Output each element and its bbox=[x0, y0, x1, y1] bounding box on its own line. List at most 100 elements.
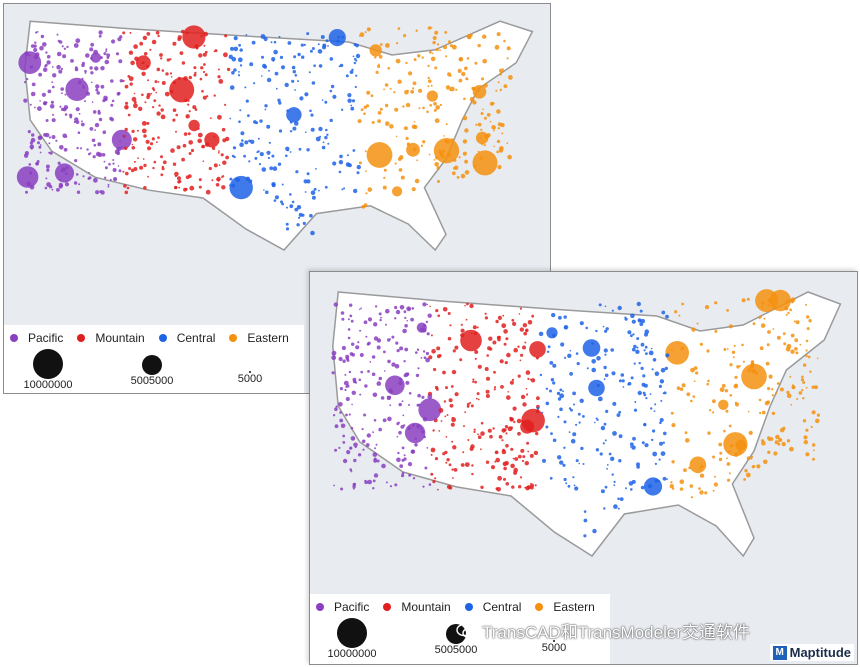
population-point bbox=[182, 25, 206, 49]
population-point bbox=[320, 35, 325, 39]
population-point bbox=[64, 93, 67, 96]
population-point bbox=[216, 178, 219, 181]
legend-label: Pacific bbox=[28, 331, 64, 345]
population-point bbox=[545, 401, 550, 406]
population-point bbox=[353, 442, 358, 448]
population-point bbox=[645, 352, 648, 355]
legend-back: Pacific Mountain Central Eastern 1000000… bbox=[4, 325, 304, 393]
population-point bbox=[671, 423, 676, 428]
population-point bbox=[330, 84, 335, 89]
population-point bbox=[144, 101, 147, 104]
population-point bbox=[505, 432, 508, 435]
population-point bbox=[84, 69, 87, 73]
population-point bbox=[153, 99, 157, 102]
population-point bbox=[221, 127, 226, 132]
population-point bbox=[427, 85, 430, 88]
population-point bbox=[394, 483, 398, 487]
population-point bbox=[38, 72, 42, 77]
population-point bbox=[40, 34, 45, 39]
population-point bbox=[141, 71, 146, 77]
population-point bbox=[84, 100, 86, 103]
population-point bbox=[356, 164, 361, 170]
population-point bbox=[460, 329, 482, 352]
population-point bbox=[451, 417, 456, 423]
population-point bbox=[679, 487, 684, 491]
population-point bbox=[357, 453, 362, 457]
population-point bbox=[463, 97, 466, 101]
population-point bbox=[427, 313, 432, 318]
population-point bbox=[229, 117, 232, 120]
population-point bbox=[52, 85, 55, 89]
population-point bbox=[638, 319, 641, 322]
population-point bbox=[384, 83, 389, 87]
population-point bbox=[225, 155, 230, 160]
population-point bbox=[169, 77, 195, 103]
population-point bbox=[322, 45, 326, 50]
population-point bbox=[802, 381, 806, 384]
population-point bbox=[217, 68, 220, 71]
population-point bbox=[377, 64, 381, 68]
population-point bbox=[471, 464, 474, 467]
population-point bbox=[464, 462, 470, 467]
size-item-medium: 5005000 bbox=[124, 355, 180, 387]
population-point bbox=[344, 388, 347, 392]
population-point bbox=[89, 47, 94, 52]
population-point bbox=[339, 411, 342, 414]
population-point bbox=[90, 52, 102, 63]
population-point bbox=[441, 155, 445, 159]
population-point bbox=[492, 427, 495, 430]
population-point bbox=[430, 472, 434, 476]
population-point bbox=[261, 75, 263, 77]
population-point bbox=[647, 483, 653, 489]
population-point bbox=[811, 410, 816, 415]
population-point bbox=[405, 61, 408, 65]
population-point bbox=[437, 488, 439, 491]
population-point bbox=[621, 379, 625, 383]
population-point bbox=[446, 152, 451, 158]
population-point bbox=[202, 52, 207, 57]
population-point bbox=[239, 142, 244, 147]
population-point bbox=[382, 185, 387, 190]
population-point bbox=[562, 390, 564, 393]
population-point bbox=[292, 70, 296, 74]
population-point bbox=[378, 312, 382, 316]
population-point bbox=[499, 68, 504, 74]
population-point bbox=[194, 108, 198, 111]
population-point bbox=[261, 167, 267, 172]
population-point bbox=[487, 428, 492, 433]
population-point bbox=[411, 187, 416, 192]
population-point bbox=[362, 448, 365, 451]
population-point bbox=[606, 464, 609, 466]
population-point bbox=[162, 160, 167, 165]
population-point bbox=[218, 79, 224, 84]
population-point bbox=[161, 69, 165, 72]
population-point bbox=[303, 43, 306, 47]
population-point bbox=[482, 34, 487, 39]
population-point bbox=[771, 411, 776, 416]
population-point bbox=[198, 178, 202, 182]
population-point bbox=[477, 398, 480, 401]
population-point bbox=[734, 452, 739, 457]
population-point bbox=[486, 113, 491, 117]
population-point bbox=[111, 129, 132, 150]
population-point bbox=[287, 149, 289, 152]
population-point bbox=[460, 323, 463, 326]
population-point bbox=[480, 421, 484, 425]
population-point bbox=[598, 303, 602, 307]
population-point bbox=[445, 123, 448, 126]
legend-item-pacific: Pacific bbox=[10, 331, 63, 345]
population-point bbox=[595, 448, 600, 452]
population-point bbox=[451, 440, 454, 443]
population-point bbox=[700, 465, 704, 469]
population-point bbox=[201, 89, 204, 93]
population-point bbox=[131, 96, 137, 102]
population-point bbox=[80, 122, 85, 127]
population-point bbox=[351, 403, 353, 406]
population-point bbox=[464, 304, 466, 307]
population-point bbox=[458, 57, 463, 61]
population-point bbox=[452, 477, 454, 479]
population-point bbox=[466, 402, 470, 406]
population-point bbox=[805, 349, 808, 352]
population-point bbox=[750, 457, 753, 460]
population-point bbox=[170, 76, 173, 78]
